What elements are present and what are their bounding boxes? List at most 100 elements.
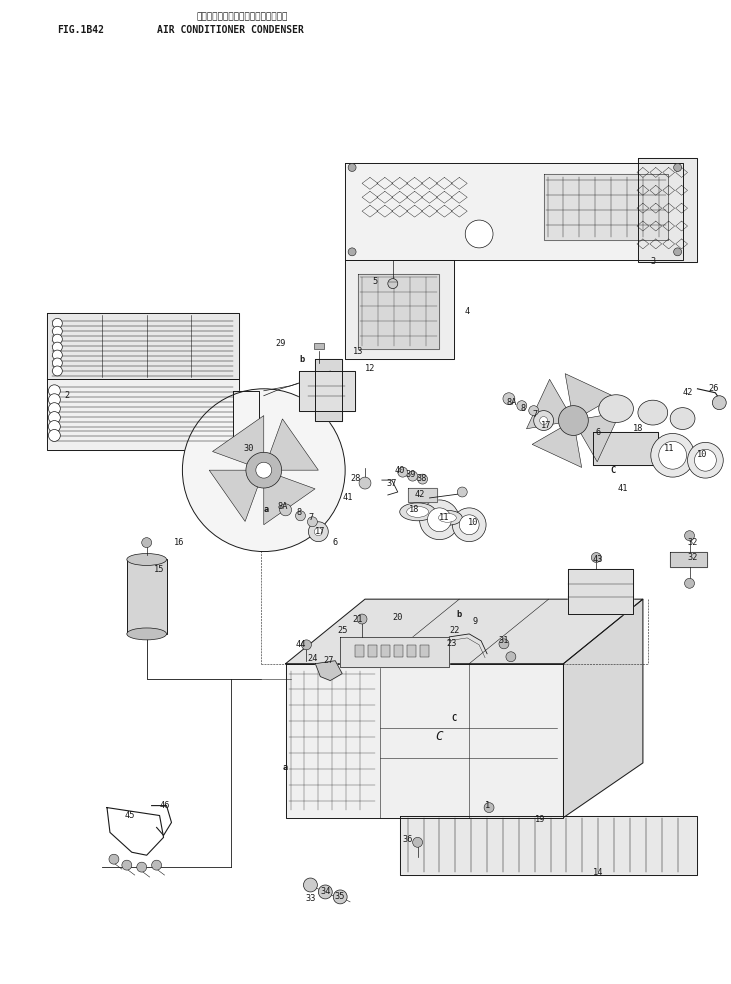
Ellipse shape — [599, 395, 634, 422]
Circle shape — [109, 854, 119, 864]
Polygon shape — [345, 260, 455, 359]
Circle shape — [398, 467, 408, 477]
Text: 45: 45 — [124, 811, 135, 820]
Circle shape — [499, 639, 509, 648]
Circle shape — [428, 508, 451, 531]
Text: C: C — [452, 713, 457, 723]
Text: 9: 9 — [472, 617, 478, 626]
Polygon shape — [213, 415, 264, 470]
Polygon shape — [400, 816, 697, 875]
Text: 17: 17 — [315, 527, 325, 536]
Circle shape — [674, 248, 681, 256]
Text: 24: 24 — [307, 654, 318, 663]
Text: 8A: 8A — [277, 503, 288, 512]
Circle shape — [48, 385, 61, 397]
Text: 43: 43 — [593, 555, 604, 564]
Circle shape — [651, 433, 694, 477]
Polygon shape — [315, 359, 342, 420]
Circle shape — [359, 477, 371, 489]
Circle shape — [534, 410, 553, 430]
Text: 16: 16 — [174, 538, 185, 547]
Polygon shape — [264, 419, 319, 470]
Polygon shape — [209, 470, 264, 522]
Circle shape — [314, 527, 322, 535]
Text: 4: 4 — [465, 307, 470, 316]
Circle shape — [412, 837, 423, 847]
Polygon shape — [544, 174, 667, 240]
Circle shape — [246, 453, 281, 488]
Ellipse shape — [406, 507, 428, 518]
Text: 46: 46 — [159, 801, 170, 810]
Circle shape — [48, 420, 61, 432]
Polygon shape — [48, 313, 239, 379]
Text: AIR CONDITIONER CONDENSER: AIR CONDITIONER CONDENSER — [156, 26, 303, 35]
Circle shape — [295, 511, 306, 521]
Text: 18: 18 — [632, 424, 643, 433]
Polygon shape — [532, 420, 582, 467]
Text: 3: 3 — [650, 257, 656, 267]
Text: 8: 8 — [520, 404, 526, 413]
Text: 27: 27 — [323, 656, 333, 665]
Circle shape — [357, 614, 367, 624]
Circle shape — [48, 394, 61, 405]
Bar — [314, 343, 325, 349]
Polygon shape — [358, 274, 439, 349]
Ellipse shape — [126, 628, 167, 640]
Circle shape — [506, 651, 516, 661]
Bar — [394, 645, 403, 656]
Text: 31: 31 — [499, 637, 510, 646]
Text: 25: 25 — [337, 627, 347, 636]
Text: 17: 17 — [542, 421, 552, 430]
Text: 30: 30 — [243, 444, 254, 453]
Circle shape — [694, 450, 716, 471]
Bar — [355, 645, 364, 656]
Circle shape — [420, 500, 459, 539]
Text: 36: 36 — [403, 834, 413, 844]
Circle shape — [319, 885, 333, 899]
Circle shape — [53, 358, 62, 368]
Circle shape — [308, 522, 328, 541]
Text: 1: 1 — [485, 801, 490, 810]
Ellipse shape — [126, 554, 167, 566]
Circle shape — [558, 405, 588, 436]
Circle shape — [659, 442, 686, 469]
Circle shape — [308, 517, 317, 526]
Bar — [406, 645, 416, 656]
Circle shape — [484, 803, 494, 813]
Circle shape — [348, 248, 356, 256]
Text: 2: 2 — [64, 392, 70, 400]
Polygon shape — [565, 374, 615, 420]
Circle shape — [151, 860, 162, 870]
Circle shape — [459, 515, 479, 534]
Circle shape — [333, 890, 347, 904]
Text: 19: 19 — [535, 815, 546, 824]
Circle shape — [348, 163, 356, 171]
Polygon shape — [298, 371, 355, 410]
Text: 11: 11 — [439, 514, 450, 523]
Text: 41: 41 — [343, 493, 353, 503]
Polygon shape — [233, 391, 259, 451]
Text: a: a — [263, 506, 268, 515]
Text: 29: 29 — [276, 338, 286, 347]
Text: 32: 32 — [687, 538, 698, 547]
Circle shape — [688, 443, 723, 478]
Text: エアー　コンディショナ　コンデンサ: エアー コンディショナ コンデンサ — [197, 13, 288, 22]
Circle shape — [417, 474, 428, 484]
Bar — [381, 645, 390, 656]
Text: 10: 10 — [468, 519, 478, 527]
Bar — [126, 560, 167, 634]
Circle shape — [452, 508, 486, 541]
Text: 7: 7 — [532, 410, 537, 419]
Ellipse shape — [670, 407, 695, 429]
Text: 13: 13 — [353, 346, 363, 355]
Circle shape — [408, 471, 417, 481]
Polygon shape — [286, 663, 564, 818]
Text: C: C — [610, 465, 616, 474]
Polygon shape — [594, 432, 658, 465]
Text: C: C — [436, 729, 443, 743]
Text: 28: 28 — [351, 473, 361, 482]
Text: 39: 39 — [406, 469, 416, 478]
Text: 7: 7 — [308, 514, 314, 523]
Circle shape — [388, 278, 398, 288]
Circle shape — [53, 319, 62, 329]
